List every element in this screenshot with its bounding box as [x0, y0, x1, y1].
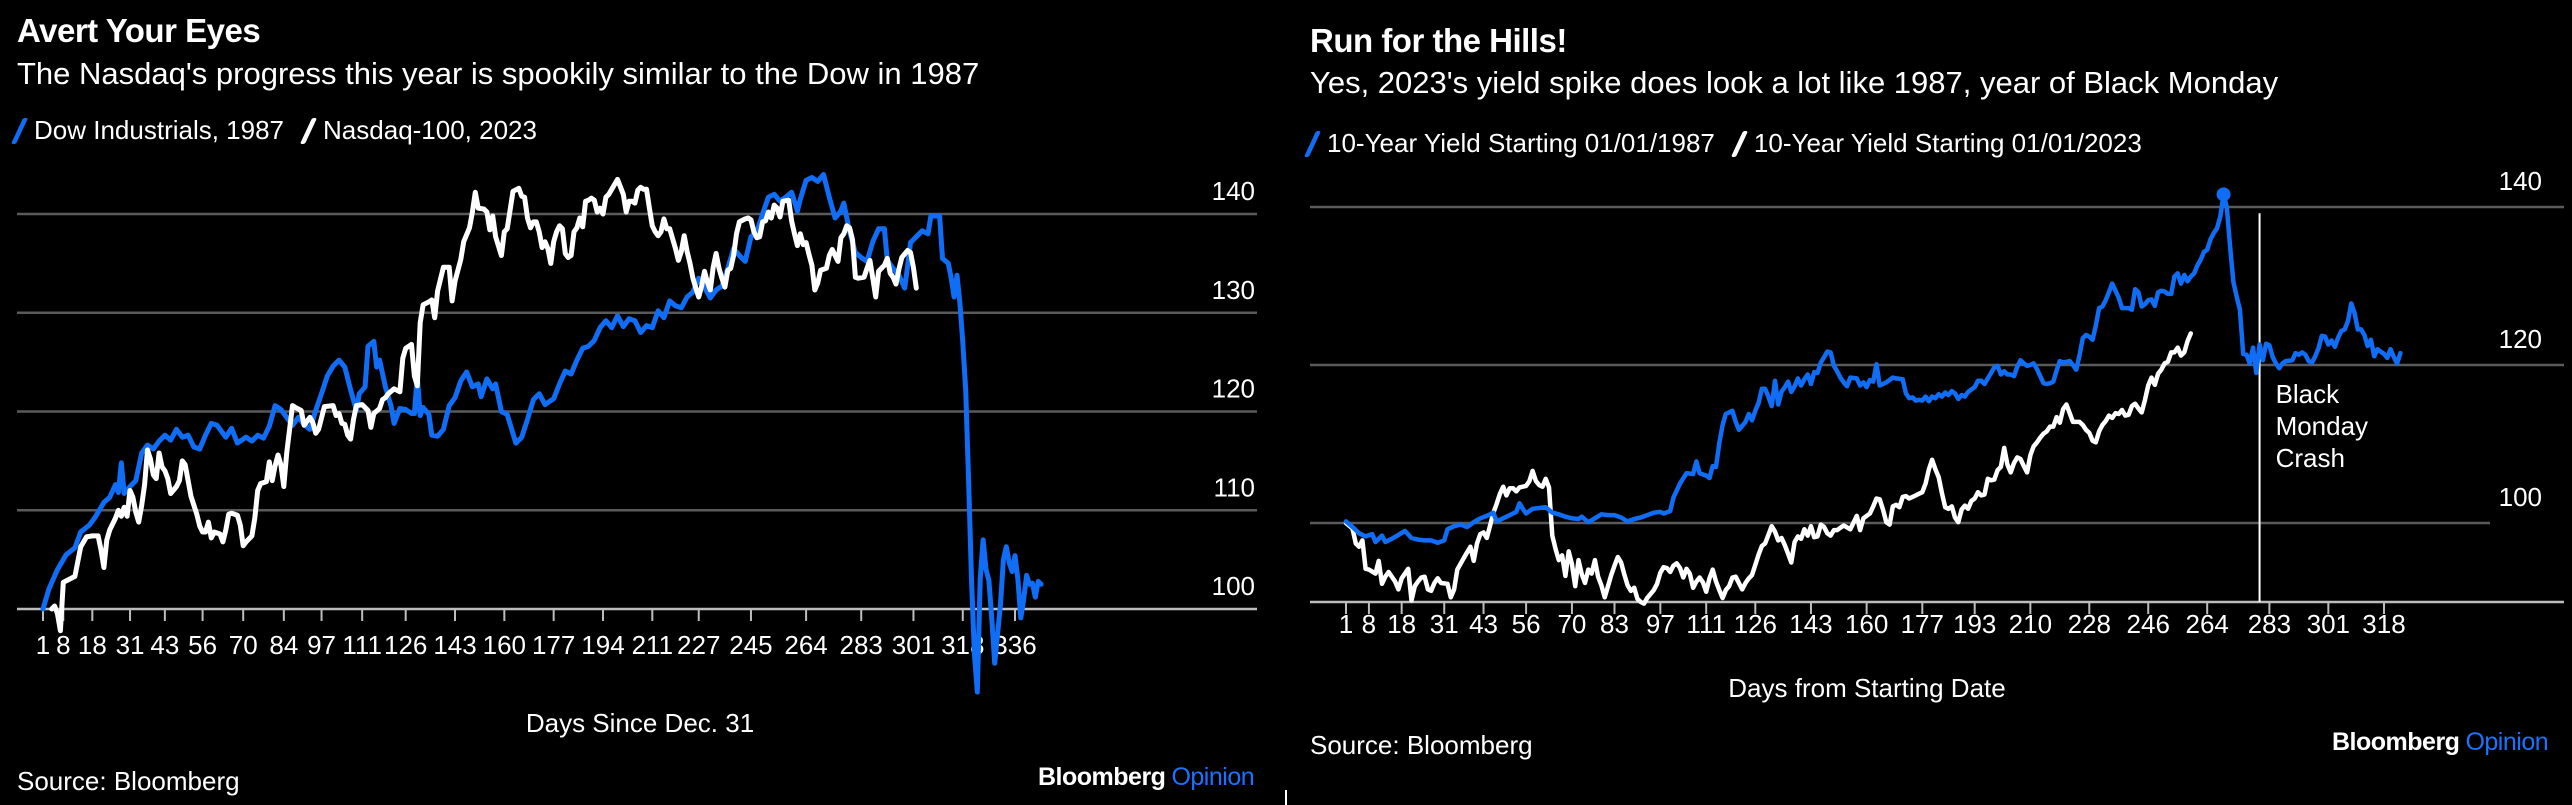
source-note: Source: Bloomberg — [17, 766, 240, 796]
brand-name: Bloomberg — [1038, 763, 1166, 791]
chart-subtitle: Yes, 2023's yield spike does look a lot … — [1310, 65, 2279, 100]
x-tick-label: 97 — [307, 630, 336, 660]
brand-logo: Bloomberg Opinion — [2332, 728, 2549, 757]
panel-divider — [1285, 790, 1287, 805]
x-tick-label: 84 — [269, 630, 298, 660]
annotation-text: Crash — [2276, 443, 2345, 473]
y-tick-label: 120 — [1212, 374, 1255, 404]
x-tick-label: 18 — [78, 630, 107, 660]
y-tick-label: 140 — [2499, 166, 2542, 196]
x-tick-label: 70 — [229, 630, 258, 660]
x-tick-label: 143 — [1789, 609, 1832, 639]
y-tick-label: 130 — [1212, 275, 1255, 305]
x-tick-label: 177 — [532, 630, 575, 660]
series-line-10-year-yield-starting-01-01-2023 — [1343, 331, 2194, 606]
chart-panel-left: Avert Your Eyes The Nasdaq's progress th… — [0, 0, 1285, 805]
series-line-10-year-yield-starting-01-01-1987 — [1343, 192, 2403, 546]
x-tick-label: 194 — [581, 630, 624, 660]
legend-item-dow-1987: Dow Industrials, 1987 — [10, 115, 285, 146]
x-tick-label: 160 — [483, 630, 526, 660]
x-tick-label: 336 — [993, 630, 1036, 660]
y-tick-label: 100 — [2499, 482, 2542, 512]
x-tick-label: 111 — [1686, 609, 1726, 639]
x-tick-label: 246 — [2127, 609, 2170, 639]
y-tick-label: 100 — [1212, 571, 1255, 601]
x-tick-label: 31 — [116, 630, 145, 660]
x-tick-label: 283 — [840, 630, 883, 660]
x-axis-title: Days from Starting Date — [1728, 673, 2006, 703]
y-tick-label: 140 — [1212, 176, 1255, 206]
series-line-dow-industrials-1987 — [40, 172, 1044, 695]
x-tick-label: 56 — [188, 630, 217, 660]
x-tick-label: 83 — [1600, 609, 1629, 639]
legend: Dow Industrials, 1987 Nasdaq-100, 2023 — [10, 115, 559, 146]
x-tick-label: 210 — [2009, 609, 2052, 639]
x-tick-label: 8 — [1362, 609, 1376, 639]
legend-label: 10-Year Yield Starting 01/01/1987 — [1327, 128, 1715, 158]
x-tick-label: 111 — [342, 630, 382, 660]
chart-plot-right: 100 120 140 1 8 18 31 43 56 70 83 97 111 126 143 160 177… — [1310, 166, 2564, 639]
x-tick-label: 97 — [1646, 609, 1675, 639]
y-tick-label: 110 — [1214, 472, 1255, 502]
brand-name: Bloomberg — [2332, 728, 2460, 756]
legend: 10-Year Yield Starting 01/01/1987 10-Yea… — [1303, 128, 2164, 159]
brand-product: Opinion — [1171, 763, 1255, 791]
x-tick-label: 264 — [2185, 609, 2228, 639]
x-tick-label: 193 — [1953, 609, 1996, 639]
x-tick-label: 160 — [1845, 609, 1888, 639]
x-tick-label: 228 — [2068, 609, 2111, 639]
x-tick-label: 301 — [892, 630, 935, 660]
legend-label: 10-Year Yield Starting 01/01/2023 — [1753, 128, 2142, 158]
annotation-text: Black — [2276, 379, 2341, 409]
chart-title: Run for the Hills! — [1310, 22, 1567, 59]
chart-subtitle: The Nasdaq's progress this year is spook… — [17, 56, 980, 91]
chart-plot-left: 100 110 120 130 140 1 8 18 31 43 56 70 84 97 111 126 143… — [17, 172, 1257, 695]
x-tick-label: 211 — [632, 630, 673, 660]
x-tick-label: 283 — [2248, 609, 2291, 639]
x-tick-label: 8 — [56, 630, 70, 660]
x-tick-label: 177 — [1901, 609, 1944, 639]
series-line-nasdaq-100-2023 — [49, 176, 919, 634]
brand-product: Opinion — [2465, 728, 2549, 756]
legend-label: Nasdaq-100, 2023 — [323, 115, 537, 145]
peak-marker — [2216, 187, 2231, 202]
x-tick-label: 264 — [784, 630, 827, 660]
x-tick-label: 70 — [1557, 609, 1586, 639]
brand-logo: Bloomberg Opinion — [1038, 763, 1255, 792]
x-tick-label: 126 — [1734, 609, 1777, 639]
x-tick-label: 1 — [1339, 609, 1353, 639]
x-tick-label: 1 — [36, 630, 50, 660]
x-tick-label: 245 — [729, 630, 772, 660]
legend-item-nasdaq-2023: Nasdaq-100, 2023 — [299, 115, 537, 146]
legend-item-yield-1987: 10-Year Yield Starting 01/01/1987 — [1303, 128, 1715, 159]
chart-panel-right: Run for the Hills! Yes, 2023's yield spi… — [1292, 0, 2572, 805]
x-tick-label: 227 — [677, 630, 720, 660]
annotation-text: Monday — [2276, 411, 2369, 441]
x-axis-title: Days Since Dec. 31 — [525, 708, 755, 738]
x-tick-label: 43 — [150, 630, 179, 660]
x-tick-label: 318 — [2362, 609, 2405, 639]
y-tick-label: 120 — [2499, 324, 2542, 354]
x-tick-label: 18 — [1387, 609, 1416, 639]
x-tick-label: 31 — [1430, 609, 1459, 639]
x-tick-label: 126 — [384, 630, 427, 660]
x-tick-label: 43 — [1469, 609, 1498, 639]
x-tick-label: 56 — [1512, 609, 1541, 639]
source-note: Source: Bloomberg — [1310, 730, 1533, 760]
x-tick-label: 301 — [2307, 609, 2350, 639]
x-tick-label: 143 — [433, 630, 476, 660]
chart-title: Avert Your Eyes — [17, 12, 261, 49]
legend-label: Dow Industrials, 1987 — [34, 115, 285, 145]
legend-item-yield-2023: 10-Year Yield Starting 01/01/2023 — [1730, 128, 2142, 159]
